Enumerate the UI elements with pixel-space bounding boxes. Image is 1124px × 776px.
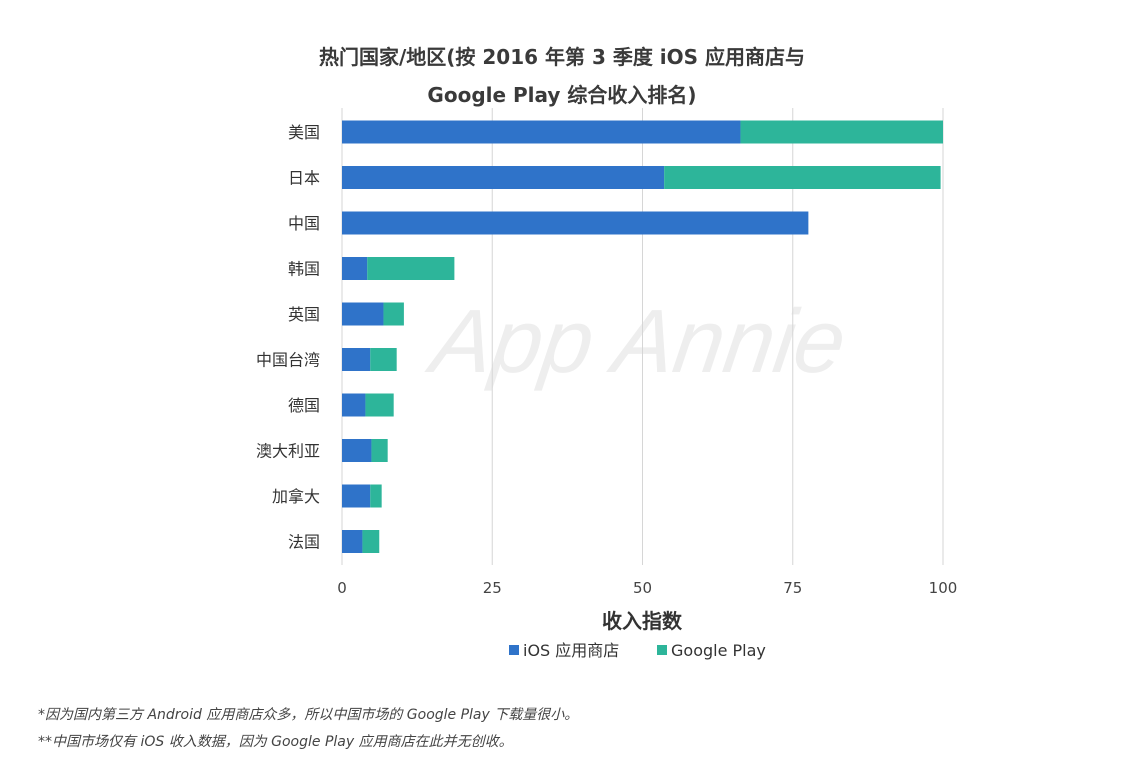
legend: iOS 应用商店 Google Play [509,641,766,660]
category-label-0: 美国 [288,123,320,142]
category-label-1: 日本 [288,169,320,188]
bars [342,120,943,553]
x-tick-label-75: 75 [783,579,802,597]
bar-ios-2 [342,211,809,235]
category-label-5: 中国台湾 [256,351,320,370]
chart-title-line-2: Google Play 综合收入排名) [427,83,697,107]
bar-ios-6 [342,393,366,417]
legend-ios-label: iOS 应用商店 [523,641,619,660]
x-tick-label-25: 25 [483,579,502,597]
bar-google-play-8 [370,484,382,508]
x-tick-label-0: 0 [337,579,347,597]
bar-google-play-6 [365,393,394,417]
legend-google-play-swatch [657,645,667,655]
footnote-1: *因为国内第三方 Android 应用商店众多，所以中国市场的 Google P… [38,707,579,723]
watermark-logo: App Annie [421,291,852,392]
bar-ios-8 [342,484,371,508]
x-tick-label-50: 50 [633,579,652,597]
category-label-8: 加拿大 [272,487,320,506]
legend-google-play-label: Google Play [671,641,766,660]
category-label-4: 英国 [288,305,320,324]
bar-ios-4 [342,302,384,326]
x-tick-labels: 0 25 50 75 100 [337,579,957,597]
x-axis-label: 收入指数 [602,609,683,633]
x-tick-label-100: 100 [929,579,958,597]
bar-ios-0 [342,120,741,144]
bar-google-play-7 [371,439,388,462]
category-label-6: 德国 [288,396,320,415]
category-label-7: 澳大利亚 [256,442,320,461]
bar-ios-1 [342,166,665,189]
bar-google-play-1 [664,166,941,189]
category-label-3: 韩国 [288,260,320,279]
footnote-2: **中国市场仅有 iOS 收入数据，因为 Google Play 应用商店在此并… [38,734,513,750]
footnotes: *因为国内第三方 Android 应用商店众多，所以中国市场的 Google P… [38,702,578,756]
category-label-2: 中国 [288,214,320,233]
chart-title: 热门国家/地区(按 2016 年第 3 季度 iOS 应用商店与 Google … [0,38,1124,114]
bar-ios-5 [342,348,371,371]
bar-ios-9 [342,530,363,553]
chart-title-line-1: 热门国家/地区(按 2016 年第 3 季度 iOS 应用商店与 [318,45,806,69]
bar-google-play-5 [370,348,397,371]
bar-google-play-4 [383,302,404,326]
bar-google-play-9 [362,530,380,553]
category-label-9: 法国 [288,533,320,552]
bar-google-play-3 [367,257,455,280]
bar-ios-3 [342,257,368,280]
bar-ios-7 [342,439,372,462]
bar-google-play-0 [740,120,943,144]
legend-ios-swatch [509,645,519,655]
